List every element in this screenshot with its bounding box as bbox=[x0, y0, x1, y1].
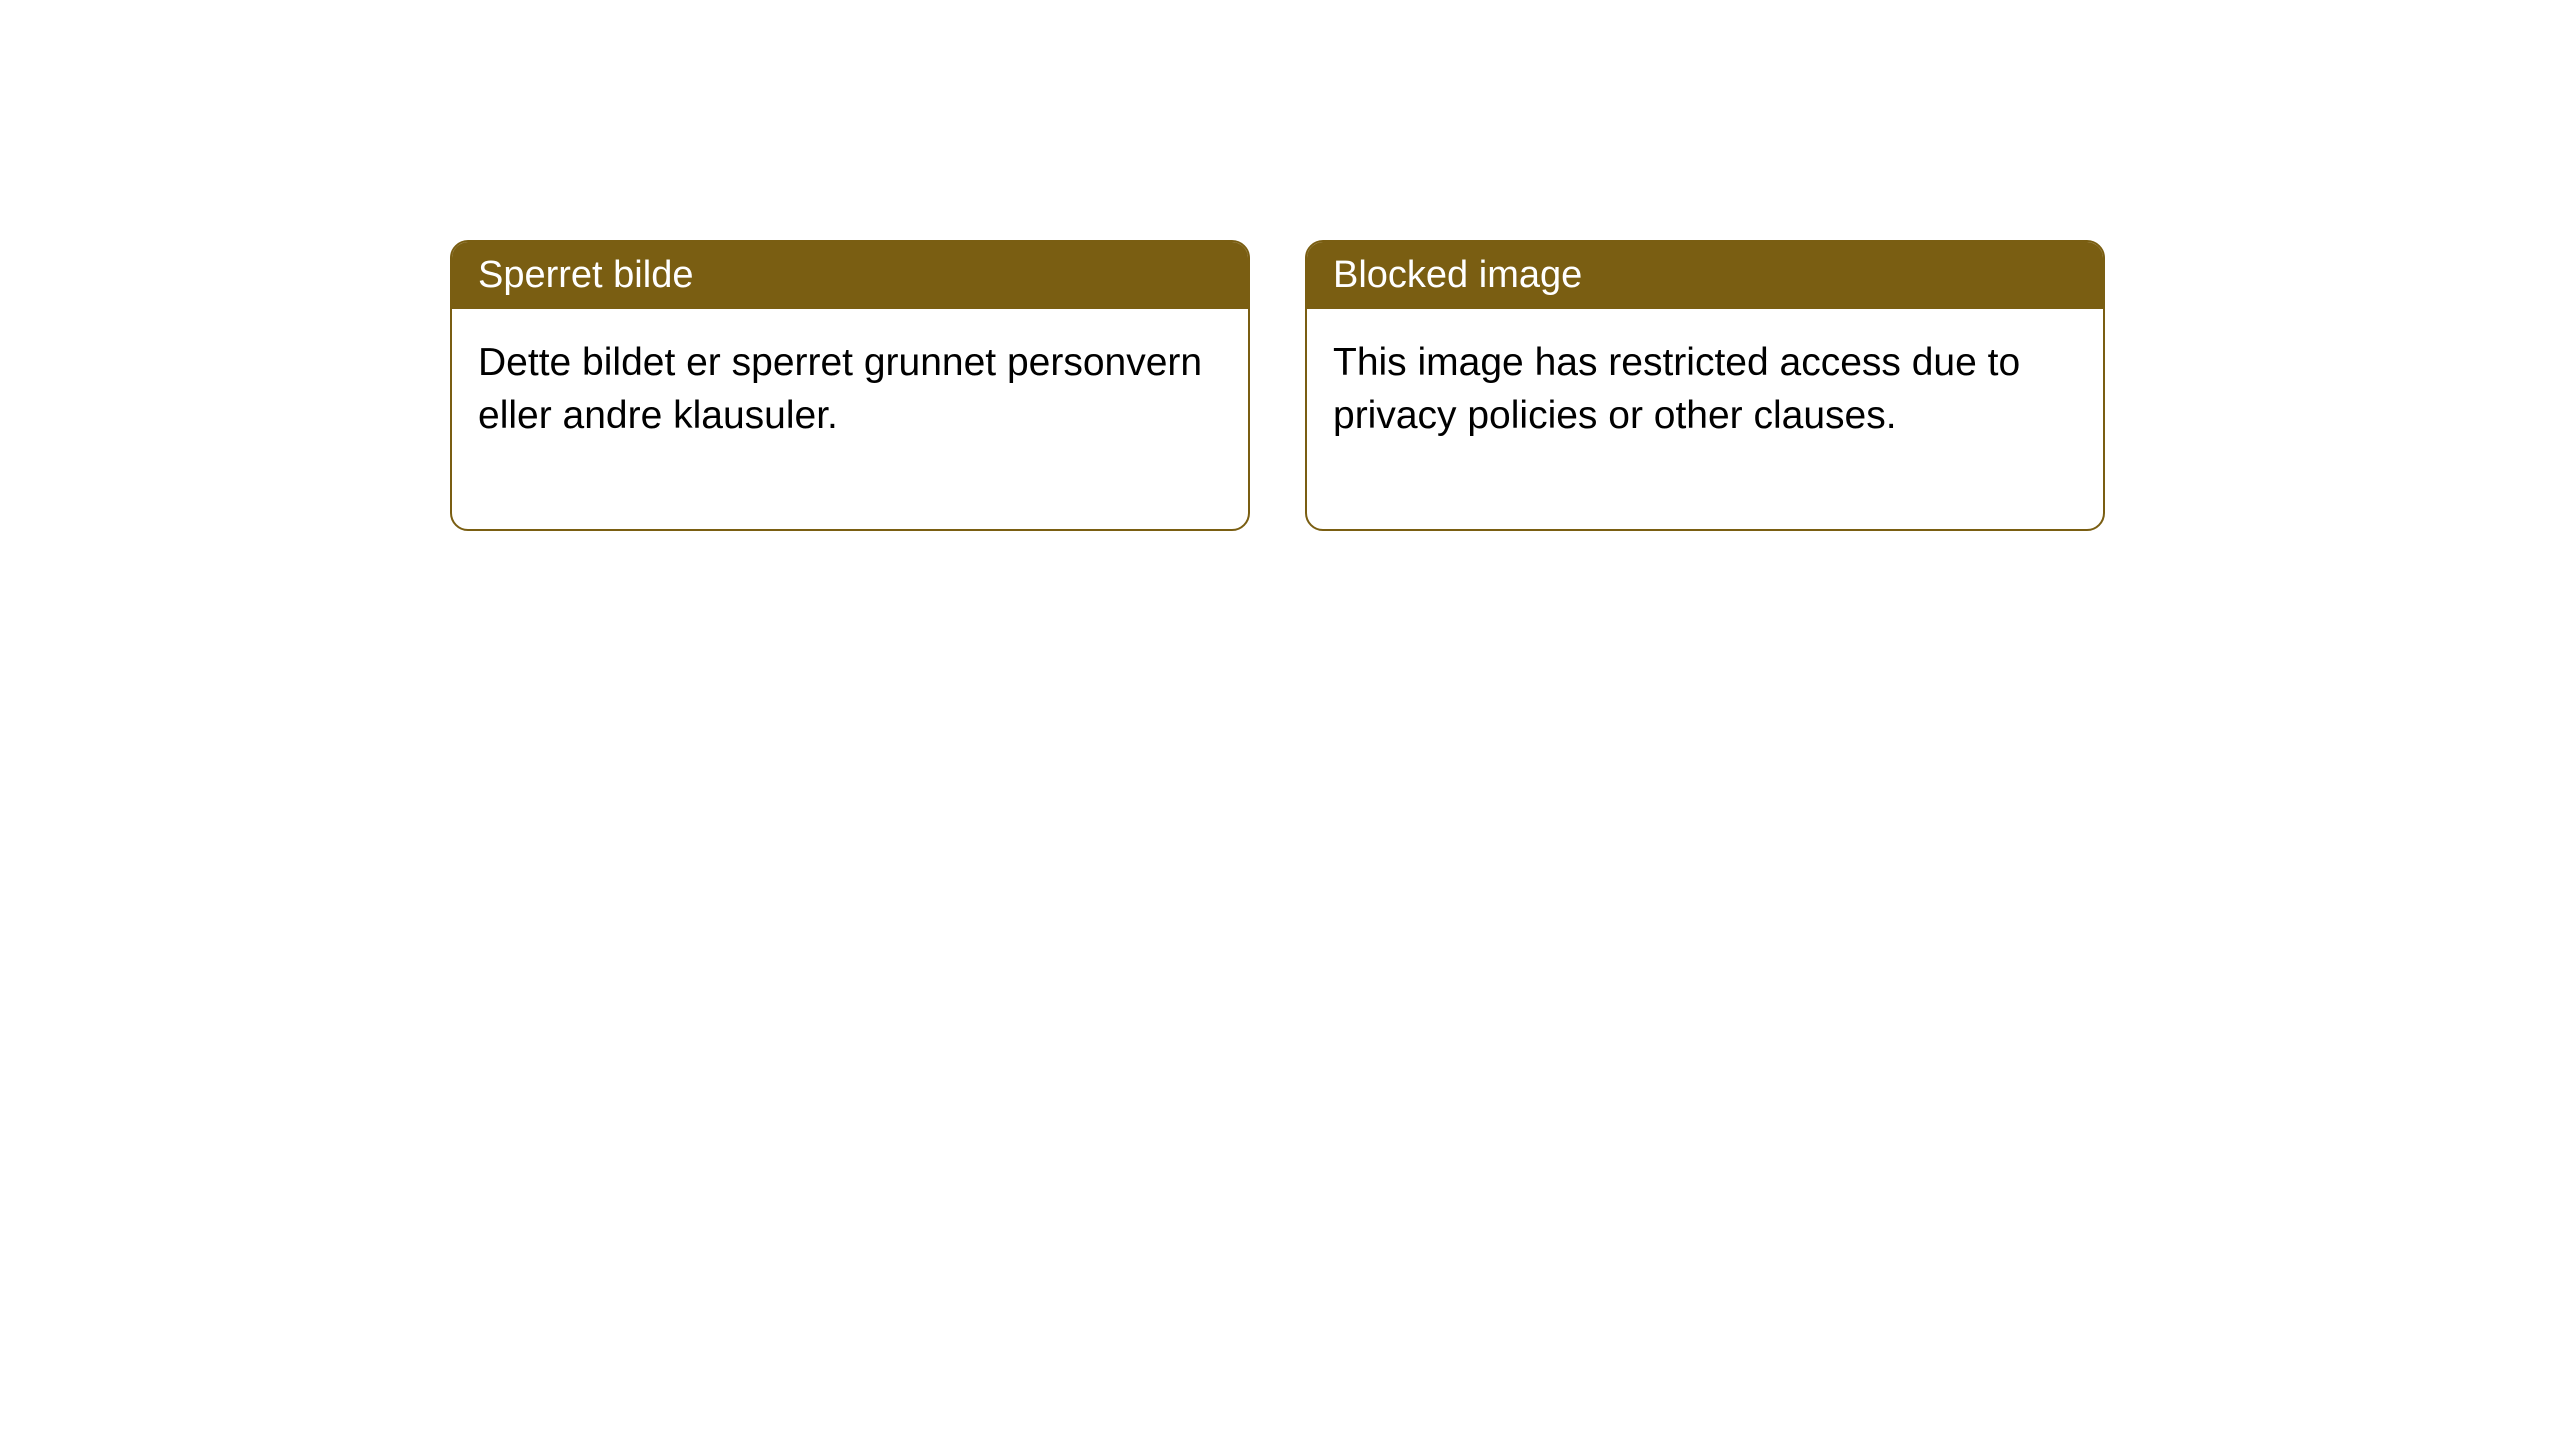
notice-title-norwegian: Sperret bilde bbox=[478, 254, 693, 296]
notice-header-english: Blocked image bbox=[1307, 242, 2103, 309]
notice-text-norwegian: Dette bildet er sperret grunnet personve… bbox=[478, 341, 1202, 437]
notices-container: Sperret bilde Dette bildet er sperret gr… bbox=[450, 240, 2105, 531]
notice-body-norwegian: Dette bildet er sperret grunnet personve… bbox=[452, 309, 1248, 529]
notice-card-english: Blocked image This image has restricted … bbox=[1305, 240, 2105, 531]
notice-text-english: This image has restricted access due to … bbox=[1333, 341, 2020, 437]
notice-card-norwegian: Sperret bilde Dette bildet er sperret gr… bbox=[450, 240, 1250, 531]
notice-title-english: Blocked image bbox=[1333, 254, 1582, 296]
notice-header-norwegian: Sperret bilde bbox=[452, 242, 1248, 309]
notice-body-english: This image has restricted access due to … bbox=[1307, 309, 2103, 529]
